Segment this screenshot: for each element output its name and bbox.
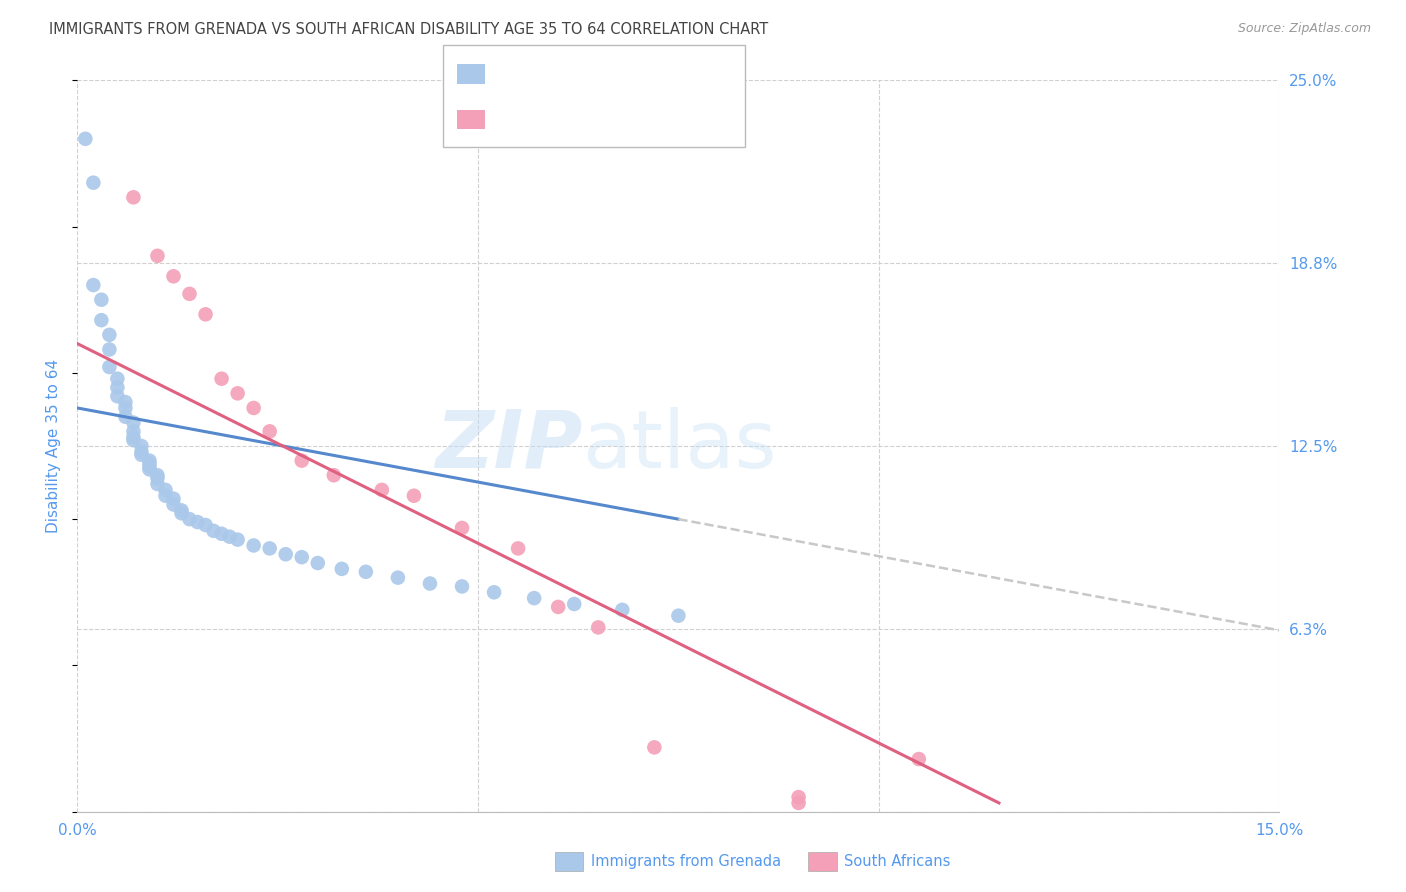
Text: 0.0%: 0.0% — [58, 822, 97, 838]
Text: -0.588: -0.588 — [533, 112, 581, 127]
Point — [194, 518, 217, 533]
Point — [643, 740, 665, 755]
Point — [170, 506, 193, 520]
Point — [218, 530, 240, 544]
Point — [523, 591, 546, 606]
Point — [274, 547, 297, 561]
Point — [307, 556, 329, 570]
Point — [138, 457, 160, 471]
Y-axis label: Disability Age 35 to 64: Disability Age 35 to 64 — [46, 359, 62, 533]
Point — [291, 550, 314, 565]
Text: ZIP: ZIP — [434, 407, 582, 485]
Text: N =: N = — [599, 112, 631, 127]
Point — [146, 471, 169, 485]
Point — [451, 521, 474, 535]
Point — [162, 269, 184, 284]
Point — [908, 752, 931, 766]
Point — [122, 425, 145, 439]
Point — [322, 468, 344, 483]
Point — [259, 425, 281, 439]
Point — [114, 401, 136, 415]
Point — [187, 515, 209, 529]
Point — [787, 796, 810, 810]
Point — [122, 430, 145, 444]
Point — [211, 526, 233, 541]
Point — [226, 533, 249, 547]
Point — [508, 541, 530, 556]
Point — [482, 585, 505, 599]
Text: R =: R = — [494, 112, 524, 127]
Point — [259, 541, 281, 556]
Point — [242, 401, 264, 415]
Text: 15.0%: 15.0% — [1256, 822, 1303, 838]
Text: Immigrants from Grenada: Immigrants from Grenada — [591, 855, 780, 869]
Point — [162, 491, 184, 506]
Point — [179, 286, 201, 301]
Point — [612, 603, 634, 617]
Point — [371, 483, 394, 497]
Text: Source: ZipAtlas.com: Source: ZipAtlas.com — [1237, 22, 1371, 36]
Point — [131, 445, 153, 459]
Point — [562, 597, 585, 611]
Point — [547, 599, 569, 614]
Point — [122, 433, 145, 447]
Point — [146, 249, 169, 263]
Point — [402, 489, 425, 503]
Point — [451, 579, 474, 593]
Point — [107, 372, 129, 386]
Point — [787, 790, 810, 805]
Point — [90, 313, 112, 327]
Point — [330, 562, 353, 576]
Point — [387, 571, 409, 585]
Point — [291, 453, 314, 467]
Point — [122, 190, 145, 204]
Point — [98, 327, 121, 342]
Text: IMMIGRANTS FROM GRENADA VS SOUTH AFRICAN DISABILITY AGE 35 TO 64 CORRELATION CHA: IMMIGRANTS FROM GRENADA VS SOUTH AFRICAN… — [49, 22, 769, 37]
Point — [242, 539, 264, 553]
Point — [202, 524, 225, 538]
Point — [162, 498, 184, 512]
Point — [155, 489, 177, 503]
Point — [107, 380, 129, 394]
Point — [98, 343, 121, 357]
Point — [98, 359, 121, 374]
Point — [107, 389, 129, 403]
Point — [122, 416, 145, 430]
Point — [82, 176, 104, 190]
Point — [114, 395, 136, 409]
Point — [194, 307, 217, 321]
Point — [90, 293, 112, 307]
Point — [138, 462, 160, 476]
Point — [354, 565, 377, 579]
Point — [211, 372, 233, 386]
Point — [131, 439, 153, 453]
Text: R =: R = — [494, 67, 524, 82]
Point — [82, 278, 104, 293]
Point — [146, 468, 169, 483]
Text: N =: N = — [599, 67, 631, 82]
Point — [179, 512, 201, 526]
Text: 21: 21 — [634, 112, 652, 127]
Point — [138, 459, 160, 474]
Point — [114, 409, 136, 424]
Point — [131, 448, 153, 462]
Point — [419, 576, 441, 591]
Text: -0.212: -0.212 — [533, 67, 581, 82]
Point — [75, 132, 97, 146]
Point — [170, 503, 193, 517]
Point — [226, 386, 249, 401]
Point — [146, 477, 169, 491]
Point — [588, 620, 610, 634]
Text: 56: 56 — [634, 67, 652, 82]
Point — [155, 483, 177, 497]
Text: atlas: atlas — [582, 407, 776, 485]
Point — [138, 453, 160, 467]
Point — [668, 608, 690, 623]
Text: South Africans: South Africans — [844, 855, 950, 869]
